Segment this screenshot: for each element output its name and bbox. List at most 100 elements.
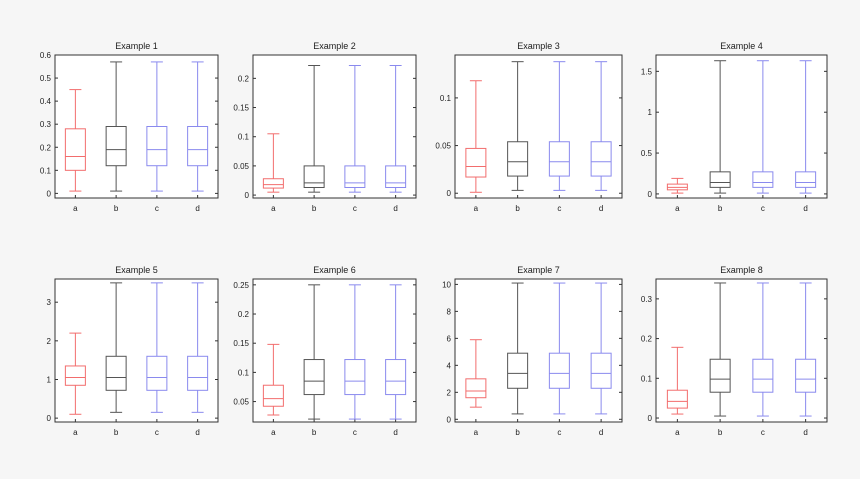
iqr-box (590, 352, 612, 389)
iqr-box (105, 126, 127, 167)
box-7-c (548, 282, 570, 415)
y-tick-label-4-0: 0 (648, 190, 653, 199)
iqr-box (666, 389, 688, 409)
plot-area-5 (54, 278, 219, 423)
box-6-b (303, 284, 325, 420)
iqr-box (385, 359, 407, 396)
y-tick-label-2-1: 0.05 (233, 162, 249, 171)
chart-panel-7: Example 7 0 2 4 6 8 10 a b c d (442, 265, 623, 437)
y-tick-label-3-1: 0.05 (435, 142, 451, 151)
y-tick-label-6-2: 0.15 (233, 339, 249, 348)
box-8-a (666, 346, 688, 415)
y-tick-label-6-3: 0.2 (238, 310, 250, 319)
x-tick-label-4-c: c (761, 204, 765, 213)
box-3-a (465, 80, 487, 193)
iqr-box (465, 147, 487, 178)
box-5-c (146, 282, 168, 413)
chart-title-6: Example 6 (313, 265, 356, 275)
x-tick-label-2-b: b (312, 204, 317, 213)
iqr-box (303, 165, 325, 188)
box-4-d (795, 60, 817, 194)
y-tick-label-6-4: 0.25 (233, 281, 249, 290)
x-tick-label-6-c: c (353, 428, 357, 437)
x-tick-label-5-b: b (114, 428, 119, 437)
iqr-box (64, 128, 86, 171)
box-6-d (385, 284, 407, 420)
chart-panel-8: Example 8 0 0.1 0.2 0.3 a b c d (641, 265, 828, 437)
chart-title-7: Example 7 (517, 265, 560, 275)
box-1-c (146, 61, 168, 192)
x-tick-label-1-d: d (195, 204, 199, 213)
y-tick-label-7-0: 0 (447, 415, 452, 424)
chart-title-1: Example 1 (115, 41, 158, 51)
y-tick-label-8-0: 0 (648, 414, 653, 423)
chart-title-8: Example 8 (720, 265, 763, 275)
box-3-d (590, 61, 612, 191)
iqr-box (590, 141, 612, 177)
x-tick-label-1-a: a (73, 204, 78, 213)
iqr-box (795, 358, 817, 393)
iqr-box (548, 141, 570, 177)
x-tick-label-7-d: d (599, 428, 603, 437)
x-tick-label-4-b: b (718, 204, 723, 213)
x-tick-label-3-b: b (515, 204, 520, 213)
y-tick-label-2-3: 0.15 (233, 104, 249, 113)
chart-title-4: Example 4 (720, 41, 763, 51)
box-4-c (752, 60, 774, 194)
chart-title-3: Example 3 (517, 41, 560, 51)
x-tick-label-1-c: c (155, 204, 159, 213)
iqr-box (752, 171, 774, 188)
x-tick-label-6-d: d (393, 428, 397, 437)
chart-title-5: Example 5 (115, 265, 158, 275)
y-tick-label-4-2: 1 (648, 108, 653, 117)
box-2-d (385, 65, 407, 193)
y-tick-label-4-3: 1.5 (641, 67, 653, 76)
box-2-a (262, 133, 284, 193)
x-tick-label-6-b: b (312, 428, 317, 437)
iqr-box (709, 358, 731, 393)
box-1-b (105, 61, 127, 192)
box-4-a (666, 177, 688, 194)
x-tick-label-5-d: d (195, 428, 199, 437)
y-tick-label-2-4: 0.2 (238, 74, 250, 83)
y-tick-label-2-0: 0 (245, 191, 250, 200)
box-7-d (590, 282, 612, 415)
box-8-c (752, 282, 774, 417)
iqr-box (548, 352, 570, 389)
y-tick-label-3-0: 0 (447, 189, 452, 198)
y-tick-label-5-3: 3 (47, 298, 52, 307)
x-tick-label-3-d: d (599, 204, 603, 213)
box-5-a (64, 332, 86, 415)
y-tick-label-7-1: 2 (447, 388, 452, 397)
iqr-box (262, 178, 284, 189)
iqr-box (262, 384, 284, 407)
box-7-b (507, 282, 529, 415)
iqr-box (105, 355, 127, 391)
plot-area-4 (655, 54, 828, 199)
plot-area-7 (454, 278, 623, 423)
plot-area-2 (252, 54, 417, 199)
y-tick-label-6-0: 0.05 (233, 398, 249, 407)
box-3-c (548, 61, 570, 191)
x-tick-label-7-b: b (515, 428, 520, 437)
x-tick-label-1-b: b (114, 204, 119, 213)
box-8-b (709, 282, 731, 417)
iqr-box (795, 171, 817, 188)
iqr-box (507, 141, 529, 177)
x-tick-label-8-b: b (718, 428, 723, 437)
x-tick-label-8-d: d (803, 428, 807, 437)
y-tick-label-3-2: 0.1 (440, 94, 452, 103)
y-tick-label-1-0: 0 (47, 189, 52, 198)
plot-area-8 (655, 278, 828, 423)
chart-panel-6: Example 6 0.05 0.1 0.15 0.2 0.25 a b c d (233, 265, 417, 437)
box-2-b (303, 65, 325, 193)
y-tick-label-1-6: 0.6 (40, 51, 52, 60)
iqr-box (344, 359, 366, 396)
box-5-b (105, 282, 127, 413)
y-tick-label-1-3: 0.3 (40, 120, 52, 129)
y-tick-label-5-0: 0 (47, 414, 52, 423)
y-tick-label-7-5: 10 (442, 280, 451, 289)
iqr-box (709, 171, 731, 188)
y-tick-label-7-3: 6 (447, 334, 452, 343)
